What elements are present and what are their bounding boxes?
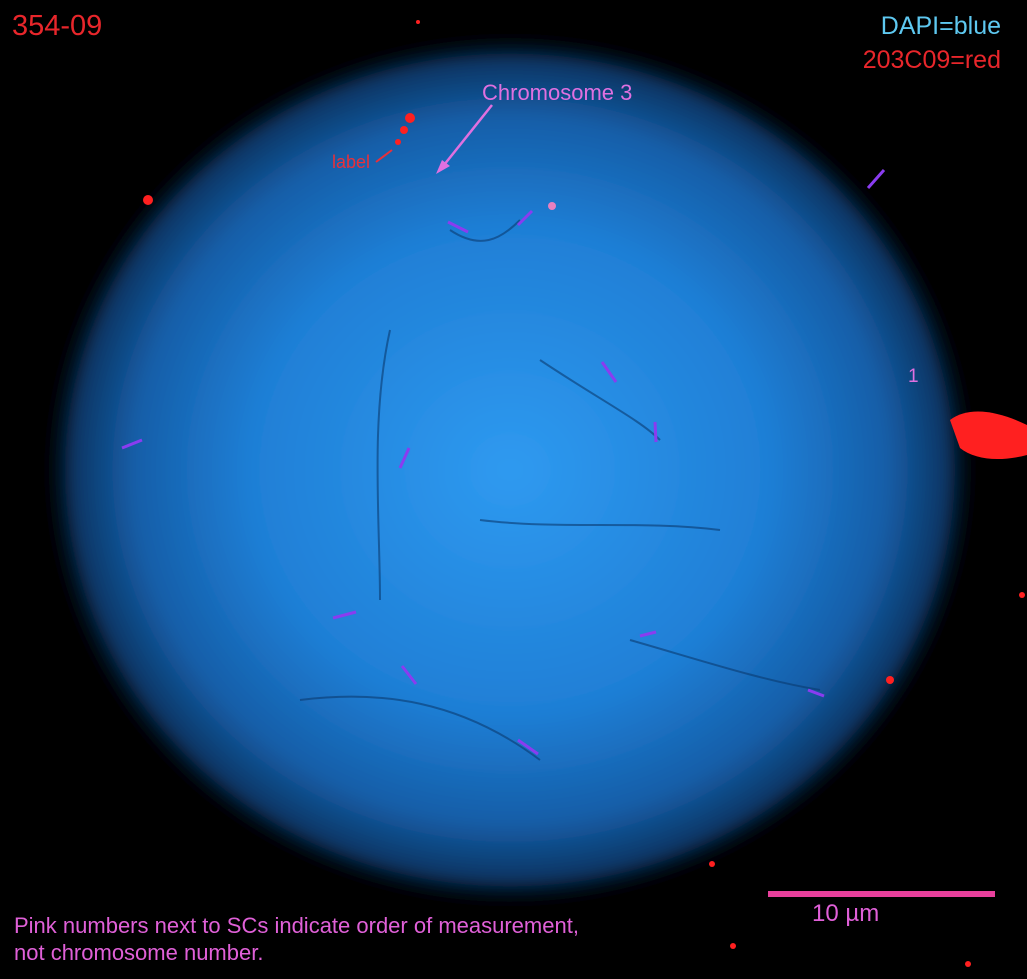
measurement-number: 1: [908, 366, 919, 387]
footnote-line: Pink numbers next to SCs indicate order …: [14, 913, 579, 938]
scale-bar: [768, 891, 995, 897]
synaptonemal-complexes: [299, 219, 821, 761]
probe-label: label: [332, 152, 371, 172]
sample-id: 354-09: [12, 10, 103, 42]
sc-measurement-marks: [121, 169, 886, 756]
probe-signals: [143, 20, 1027, 967]
nucleus: [40, 30, 980, 910]
chromosome-arrow: [439, 104, 493, 171]
legend-probe: 203C09=red: [862, 46, 1001, 74]
footnote: Pink numbers next to SCs indicate order …: [14, 912, 579, 966]
scale-bar-label: 10 µm: [812, 900, 880, 927]
legend-dapi: DAPI=blue: [880, 12, 1001, 40]
chromosome-label: Chromosome 3: [482, 80, 633, 105]
arrow-head-icon: [436, 160, 450, 174]
footnote-line: not chromosome number.: [14, 940, 264, 965]
pink-signal: [548, 202, 556, 210]
label-pointer: [375, 149, 393, 163]
